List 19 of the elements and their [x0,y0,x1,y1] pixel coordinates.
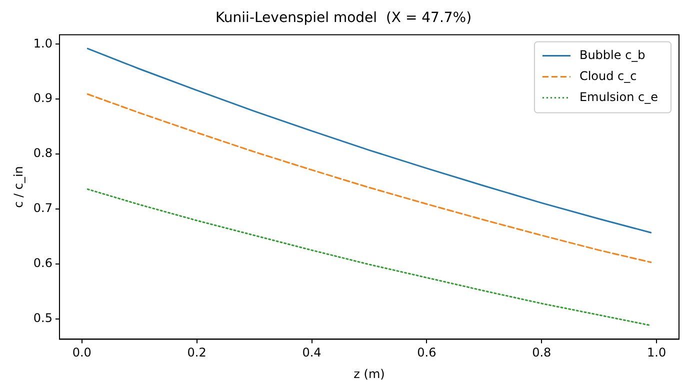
y-axis-title: c / c_in [11,166,26,208]
chart-title: Kunii-Levenspiel model (X = 47.7%) [215,10,472,26]
x-tick-label: 0.4 [302,346,322,360]
x-tick-label: 0.0 [72,346,92,360]
line-series [86,188,652,326]
x-tick-label: 0.6 [417,346,436,360]
y-tick-label: 1.0 [33,36,52,50]
y-tick-label: 0.9 [33,91,52,106]
y-tick-label: 0.5 [33,310,52,325]
legend-label: Emulsion c_e [579,90,658,104]
legend-label: Cloud c_c [579,68,637,83]
x-tick-label: 1.0 [647,346,666,360]
x-axis-title: z (m) [354,366,385,381]
y-tick-label: 0.7 [33,201,52,216]
y-tick-label: 0.6 [33,256,52,270]
x-tick-label: 0.8 [532,346,552,360]
y-tick-label: 0.8 [33,146,52,160]
legend-label: Bubble c_b [579,48,646,62]
x-tick-label: 0.2 [187,346,206,360]
